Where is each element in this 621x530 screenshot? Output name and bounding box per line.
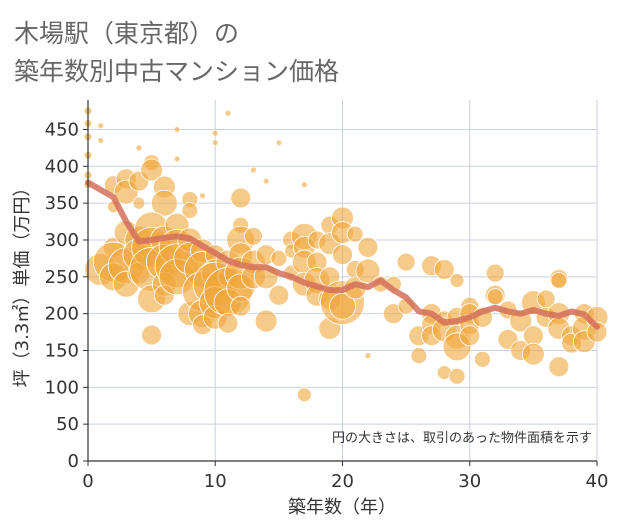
data-point xyxy=(357,236,379,258)
data-point xyxy=(332,244,353,266)
y-tick-label: 150 xyxy=(45,340,79,361)
data-point xyxy=(132,196,146,210)
x-axis-label: 築年数（年） xyxy=(288,497,396,518)
data-point xyxy=(254,309,278,333)
data-point xyxy=(296,387,312,403)
x-tick-label: 20 xyxy=(331,471,354,492)
data-point xyxy=(521,342,545,366)
data-point xyxy=(211,139,219,147)
data-point xyxy=(140,158,164,182)
data-point xyxy=(449,273,465,288)
axes: 0 50 100 150 200 250 300 350 400 450 0 10 20 30 40 xyxy=(45,100,609,492)
data-point xyxy=(181,202,199,219)
data-point xyxy=(211,129,219,137)
y-tick-label: 350 xyxy=(45,193,79,214)
data-point xyxy=(300,181,308,189)
x-tick-label: 30 xyxy=(458,471,481,492)
y-tick-label: 200 xyxy=(45,304,79,325)
data-point xyxy=(355,258,381,284)
data-point xyxy=(270,249,288,267)
y-tick-label: 450 xyxy=(45,119,79,140)
data-point xyxy=(550,272,568,289)
data-point xyxy=(459,325,481,347)
data-point xyxy=(275,139,283,147)
data-point xyxy=(97,137,105,144)
chart-title-line1: 木場駅（東京都）の xyxy=(14,19,240,48)
data-point xyxy=(486,288,504,306)
data-point xyxy=(244,226,263,246)
data-point xyxy=(474,350,491,368)
data-point xyxy=(329,292,356,320)
data-point xyxy=(224,109,232,117)
size-note: 円の大きさは、取引のあった物件面積を示す xyxy=(332,431,592,446)
data-point xyxy=(150,189,178,217)
data-point xyxy=(250,166,257,174)
data-point xyxy=(548,356,570,378)
data-point xyxy=(173,155,181,163)
data-point xyxy=(199,192,206,200)
data-point xyxy=(173,126,181,133)
average-price-line xyxy=(85,179,600,330)
data-point xyxy=(485,263,505,283)
chart-title-line2: 築年数別中古マンション価格 xyxy=(14,57,340,86)
data-point xyxy=(268,284,290,306)
data-point xyxy=(97,122,105,130)
y-tick-label: 300 xyxy=(45,230,79,251)
y-tick-label: 250 xyxy=(45,267,79,288)
data-point xyxy=(141,324,163,346)
data-point xyxy=(364,352,372,360)
x-tick-label: 10 xyxy=(204,471,227,492)
data-point xyxy=(396,252,416,272)
data-point xyxy=(448,367,466,385)
bubble-series xyxy=(83,106,609,403)
y-tick-label: 50 xyxy=(56,414,79,435)
data-point xyxy=(217,312,239,334)
data-point xyxy=(135,144,143,152)
x-tick-label: 40 xyxy=(586,471,609,492)
y-tick-label: 100 xyxy=(45,377,79,398)
data-point xyxy=(522,325,544,347)
data-point xyxy=(586,321,608,343)
data-point xyxy=(262,177,270,185)
data-point xyxy=(230,295,252,317)
y-tick-label: 400 xyxy=(45,156,79,177)
y-tick-label: 0 xyxy=(68,451,79,472)
y-axis-label: 坪（3.3㎡）単価（万円） xyxy=(11,179,33,388)
data-point xyxy=(433,259,455,280)
data-point xyxy=(346,225,364,243)
data-point xyxy=(410,347,428,365)
x-tick-label: 0 xyxy=(82,471,93,492)
data-point xyxy=(230,187,252,209)
